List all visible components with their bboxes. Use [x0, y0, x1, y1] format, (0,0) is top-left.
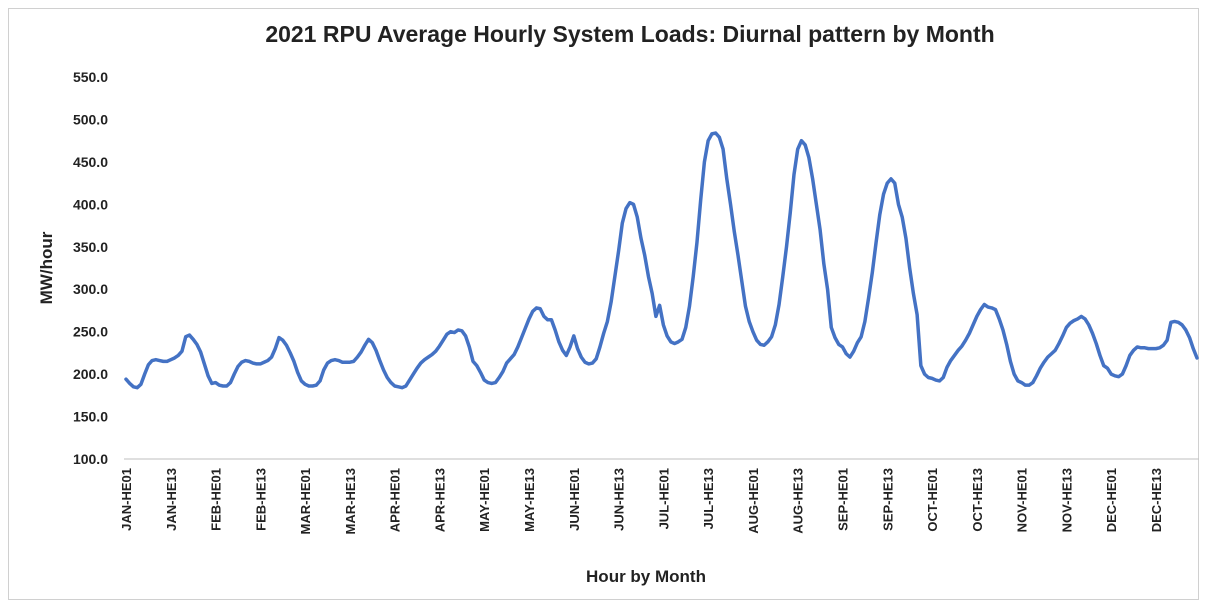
load-line [124, 131, 1199, 390]
x-tick-label: AUG-HE01 [746, 468, 761, 534]
x-tick-label: DEC-HE01 [1104, 468, 1119, 532]
x-tick-label: JUL-HE01 [656, 468, 671, 529]
chart-title: 2021 RPU Average Hourly System Loads: Di… [265, 21, 994, 47]
y-tick-label: 550.0 [73, 69, 108, 85]
x-tick-label: SEP-HE01 [835, 468, 850, 531]
x-tick-label: MAR-HE13 [343, 468, 358, 534]
y-tick-label: 400.0 [73, 196, 108, 212]
x-tick-label: FEB-HE01 [209, 468, 224, 531]
y-tick-label: 300.0 [73, 281, 108, 297]
x-tick-label: DEC-HE13 [1149, 468, 1164, 532]
x-tick-label: APR-HE13 [432, 468, 447, 532]
y-tick-label: 500.0 [73, 111, 108, 127]
y-tick-label: 200.0 [73, 366, 108, 382]
y-tick-label: 250.0 [73, 324, 108, 340]
x-axis-title: Hour by Month [586, 567, 706, 586]
x-tick-label: JAN-HE01 [119, 468, 134, 531]
x-tick-label: NOV-HE01 [1015, 468, 1030, 532]
x-tick-label: OCT-HE13 [970, 468, 985, 532]
chart-frame [8, 8, 1199, 600]
x-tick-label: JUN-HE13 [612, 468, 627, 531]
y-tick-label: 150.0 [73, 409, 108, 425]
x-tick-label: FEB-HE13 [253, 468, 268, 531]
x-tick-label: APR-HE01 [388, 468, 403, 532]
x-tick-label: MAY-HE13 [522, 468, 537, 532]
y-tick-label: 450.0 [73, 154, 108, 170]
x-tick-label: MAY-HE01 [477, 468, 492, 532]
x-tick-label: AUG-HE13 [791, 468, 806, 534]
y-axis-title: MW/hour [37, 231, 56, 304]
y-tick-label: 100.0 [73, 451, 108, 467]
y-tick-label: 350.0 [73, 239, 108, 255]
x-tick-label: NOV-HE13 [1059, 468, 1074, 532]
x-tick-label: MAR-HE01 [298, 468, 313, 534]
x-tick-label: JAN-HE13 [164, 468, 179, 531]
x-tick-label: SEP-HE13 [880, 468, 895, 531]
x-tick-label: OCT-HE01 [925, 468, 940, 532]
x-tick-label: JUN-HE01 [567, 468, 582, 531]
x-tick-label: JUL-HE13 [701, 468, 716, 529]
